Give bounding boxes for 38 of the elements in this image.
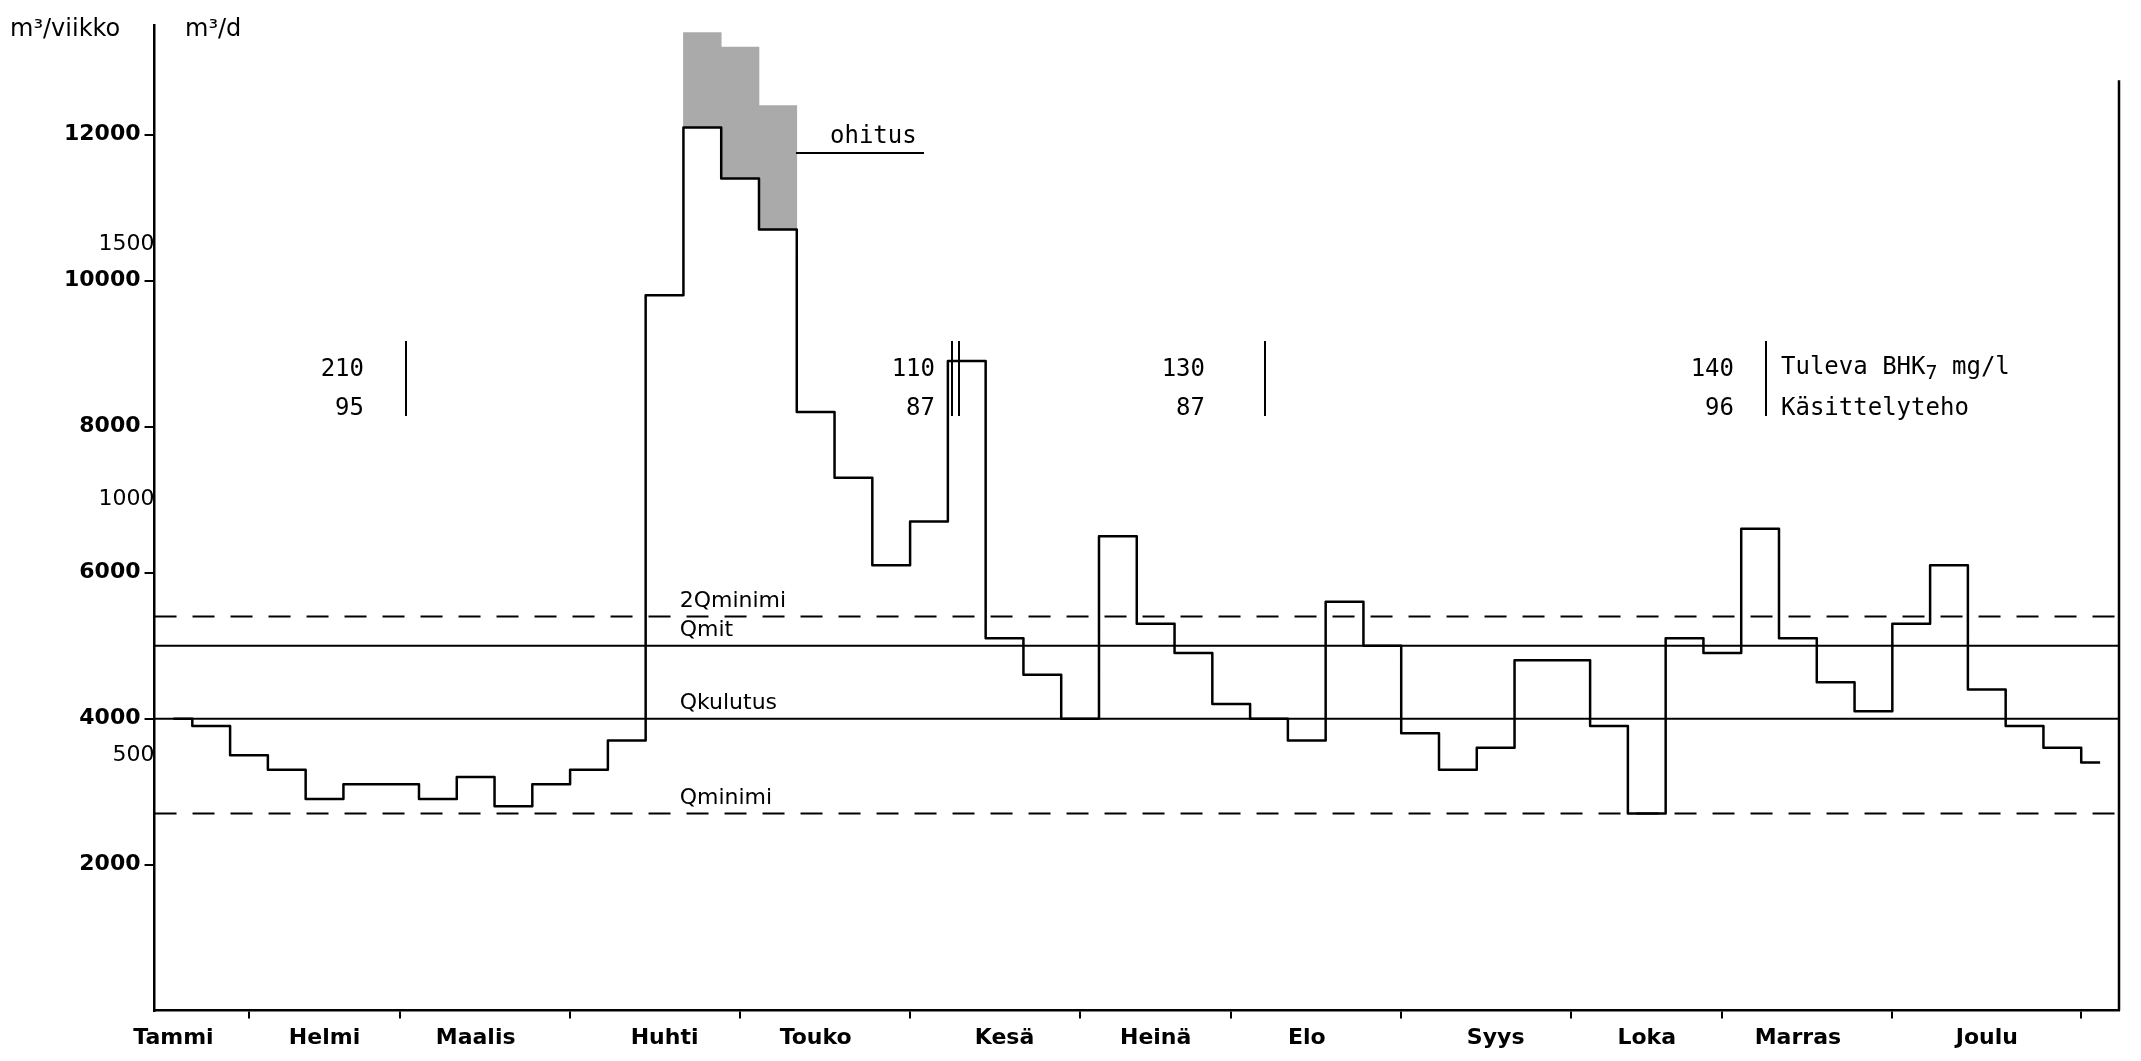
x-tick-label: Marras xyxy=(1754,1023,1842,1049)
annotation: Tuleva BHK$_{7}$ mg/l xyxy=(1781,351,2010,385)
ref-line-label: Qminimi xyxy=(679,784,773,810)
x-tick-label: Tammi xyxy=(133,1023,214,1049)
y-tick-label: 6000 xyxy=(79,558,141,584)
x-tick-label: Elo xyxy=(1287,1023,1326,1049)
y-tick-label: 4000 xyxy=(79,704,141,730)
x-tick-label: Loka xyxy=(1617,1023,1677,1049)
annotation: Käsittelyteho xyxy=(1781,393,1969,421)
annotation: 130 xyxy=(1161,354,1205,382)
y-axis-title: m³/viikko xyxy=(10,14,121,42)
x-tick-label: Huhti xyxy=(630,1023,699,1049)
x-tick-label: Kesä xyxy=(974,1023,1035,1049)
ref-line-label: 2Qminimi xyxy=(679,587,787,613)
y2-axis-title: m³/d xyxy=(185,14,242,42)
annotation: 95 xyxy=(335,393,364,421)
y-tick-label: 10000 xyxy=(63,266,141,292)
y-tick-label: 2000 xyxy=(79,850,141,876)
x-tick-label: Maalis xyxy=(435,1023,516,1049)
y-tick-label: 12000 xyxy=(63,120,141,146)
x-tick-label: Joulu xyxy=(1953,1023,2018,1049)
annotation: ohitus xyxy=(830,121,917,149)
y2-tick-label: 1500 xyxy=(98,229,155,255)
ref-line-label: Qmit xyxy=(679,616,734,642)
y2-tick-label: 1000 xyxy=(98,485,155,511)
annotation: 87 xyxy=(1176,393,1205,421)
x-tick-label: Touko xyxy=(779,1023,852,1049)
annotation: 110 xyxy=(891,354,935,382)
annotation: 96 xyxy=(1705,393,1734,421)
x-tick-label: Syys xyxy=(1466,1023,1525,1049)
x-tick-label: Helmi xyxy=(288,1023,361,1049)
ref-line-label: Qkulutus xyxy=(679,689,778,715)
x-tick-label: Heinä xyxy=(1119,1023,1192,1049)
annotation: 210 xyxy=(320,354,364,382)
y2-tick-label: 500 xyxy=(112,740,155,766)
y-tick-label: 8000 xyxy=(79,412,141,438)
annotation: 87 xyxy=(906,393,935,421)
annotation: 140 xyxy=(1690,354,1734,382)
